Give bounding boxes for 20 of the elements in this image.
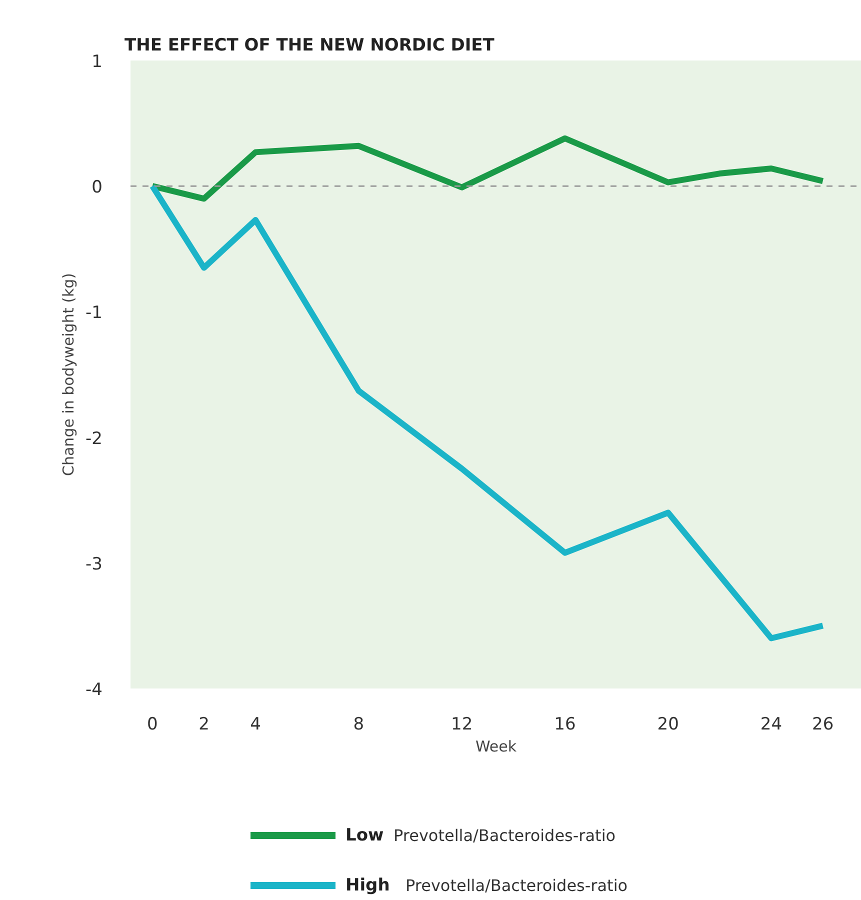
x-tick-label: 8 [353,714,364,734]
y-tick-label: 0 [92,178,103,198]
y-axis-title: Change in bodyweight (kg) [60,272,78,476]
x-tick-label: 26 [812,714,834,734]
x-axis-title: Week [475,738,517,756]
x-tick-label: 20 [657,714,679,734]
chart-title: THE EFFECT OF THE NEW NORDIC DIET [124,36,495,56]
x-tick-label: 2 [198,714,210,734]
legend-label: Low Prevotella/Bacteroides-ratio [346,826,616,846]
y-tick-label: -3 [86,554,103,574]
x-tick-label: 4 [250,714,261,734]
x-tick-label: 12 [451,714,473,734]
legend-label: High Prevotella/Bacteroides-ratio [346,876,628,896]
y-tick-label: -1 [86,303,103,324]
y-tick-label: 1 [92,52,103,72]
x-tick-label: 0 [147,714,158,734]
y-tick-label: -2 [86,428,103,449]
x-tick-label: 16 [554,714,576,734]
y-tick-label: -4 [86,680,103,700]
x-tick-label: 24 [760,714,782,734]
